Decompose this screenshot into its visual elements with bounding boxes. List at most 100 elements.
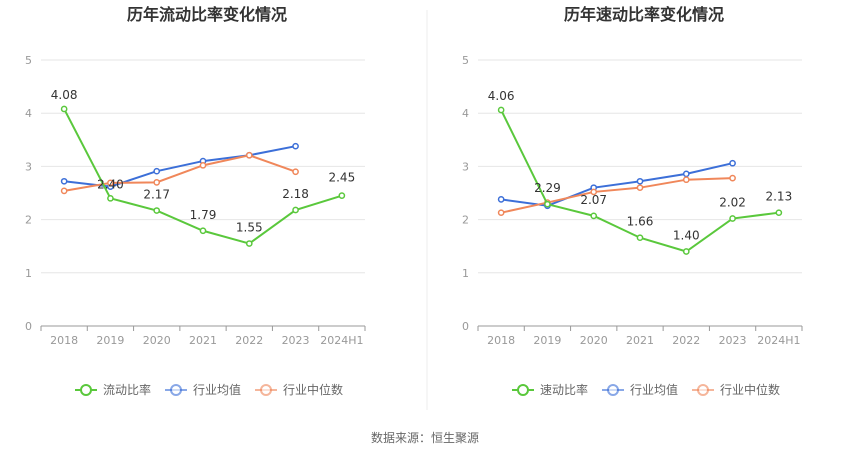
- y-tick-label: 4: [25, 107, 32, 120]
- x-tick-label: 2023: [719, 334, 747, 347]
- current-ratio-chart: 历年流动比率变化情况 0 1 2 3 4 5 2018 2019 2020 2021 2022 2023…: [25, 5, 366, 397]
- data-point-s1-5: [729, 159, 736, 167]
- data-point-s1-4: [682, 170, 690, 178]
- legend-label: 速动比率: [540, 382, 588, 397]
- legend-marker: [697, 384, 709, 396]
- chart-title: 历年流动比率变化情况: [127, 5, 287, 24]
- series-line-2: [500, 177, 733, 214]
- legend-label: 流动比率: [103, 382, 151, 397]
- data-point-s2-4: [245, 151, 253, 159]
- data-point-s0-2: [590, 212, 598, 220]
- data-label: 2.13: [765, 190, 792, 204]
- data-point-s0-2: [153, 207, 161, 214]
- data-point-s1-5: [292, 142, 299, 150]
- y-tick-label: 2: [462, 214, 469, 227]
- y-tick-label: 3: [25, 160, 32, 173]
- data-point-s1-0: [60, 177, 68, 185]
- y-tick-label: 4: [462, 107, 469, 120]
- x-tick-label: 2018: [50, 334, 78, 347]
- data-point-s2-0: [497, 209, 505, 217]
- legend-item-2: 行业中位数: [692, 382, 780, 397]
- y-tick-label: 1: [25, 267, 32, 280]
- data-label: 2.07: [580, 193, 607, 207]
- data-point-s0-5: [729, 215, 736, 222]
- data-point-s2-2: [590, 188, 598, 196]
- data-point-s2-1: [107, 179, 114, 187]
- data-point-s2-0: [60, 187, 68, 195]
- data-point-s2-3: [636, 184, 644, 192]
- x-tick-label: 2018: [487, 334, 515, 347]
- legend-marker: [80, 384, 92, 396]
- data-point-s2-4: [682, 176, 690, 184]
- y-tick-label: 5: [25, 54, 32, 67]
- data-point-s0-1: [107, 194, 114, 202]
- legend-item-0: 流动比率: [75, 382, 151, 397]
- y-tick-label: 0: [25, 320, 32, 333]
- x-tick-label: 2020: [580, 334, 608, 347]
- data-label: 1.55: [236, 221, 263, 235]
- data-point-s1-3: [636, 177, 644, 185]
- legend: 流动比率 行业均值 行业中位数: [75, 382, 343, 397]
- legend-item-2: 行业中位数: [255, 382, 343, 397]
- data-label: 1.40: [673, 229, 700, 243]
- quick-ratio-chart: 历年速动比率变化情况 0 1 2 3 4 5 2018 2019 2020 2021 2022 2023…: [462, 5, 803, 397]
- data-point-s0-4: [245, 240, 253, 247]
- data-source: 数据来源：恒生聚源: [371, 430, 479, 445]
- series-line-1: [64, 145, 296, 188]
- x-tick-label: 2024H1: [757, 334, 800, 347]
- legend: 速动比率 行业均值 行业中位数: [512, 382, 780, 397]
- legend-label: 行业中位数: [283, 382, 343, 397]
- y-tick-label: 5: [462, 54, 469, 67]
- data-label: 2.45: [328, 171, 355, 185]
- legend-item-1: 行业均值: [602, 382, 678, 397]
- x-tick-label: 2019: [533, 334, 561, 347]
- legend-marker: [260, 384, 272, 396]
- series-line-0: [63, 108, 343, 245]
- legend-item-0: 速动比率: [512, 382, 588, 397]
- data-point-s0-3: [199, 227, 207, 235]
- data-point-s2-3: [199, 161, 207, 169]
- x-tick-label: 2021: [626, 334, 654, 347]
- data-point-s2-2: [153, 179, 161, 186]
- x-tick-label: 2019: [96, 334, 124, 347]
- data-point-s1-0: [497, 196, 505, 203]
- y-tick-label: 1: [462, 267, 469, 280]
- data-point-s0-0: [497, 106, 505, 114]
- data-point-s1-2: [153, 167, 161, 175]
- data-point-s2-5: [292, 168, 299, 176]
- legend-label: 行业均值: [193, 382, 241, 397]
- data-label: 2.29: [534, 181, 561, 195]
- y-tick-label: 3: [462, 160, 469, 173]
- legend-item-1: 行业均值: [165, 382, 241, 397]
- data-point-s0-3: [636, 234, 644, 242]
- data-label: 2.17: [143, 188, 170, 202]
- data-label: 4.06: [488, 89, 515, 103]
- data-label: 1.79: [190, 208, 217, 222]
- data-label: 4.08: [51, 88, 78, 102]
- x-tick-label: 2023: [282, 334, 310, 347]
- data-point-s2-5: [729, 174, 736, 182]
- data-point-s0-4: [682, 248, 690, 255]
- legend-marker: [607, 384, 619, 396]
- legend-marker: [517, 384, 529, 396]
- legend-marker: [170, 384, 182, 396]
- chart-title: 历年速动比率变化情况: [564, 5, 724, 24]
- x-tick-label: 2022: [672, 334, 700, 347]
- data-point-s0-1: [544, 200, 551, 208]
- y-tick-label: 2: [25, 214, 32, 227]
- legend-label: 行业均值: [630, 382, 678, 397]
- legend-label: 行业中位数: [720, 382, 780, 397]
- data-point-s0-6: [775, 209, 783, 217]
- data-point-s0-0: [60, 105, 68, 113]
- x-tick-label: 2024H1: [320, 334, 363, 347]
- x-tick-label: 2022: [235, 334, 263, 347]
- data-label: 1.66: [627, 215, 654, 229]
- data-label: 2.18: [282, 187, 309, 201]
- data-point-s0-6: [338, 192, 346, 200]
- x-tick-label: 2021: [189, 334, 217, 347]
- x-tick-label: 2020: [143, 334, 171, 347]
- y-tick-label: 0: [462, 320, 469, 333]
- data-point-s0-5: [292, 206, 299, 214]
- data-label: 2.40: [97, 177, 124, 191]
